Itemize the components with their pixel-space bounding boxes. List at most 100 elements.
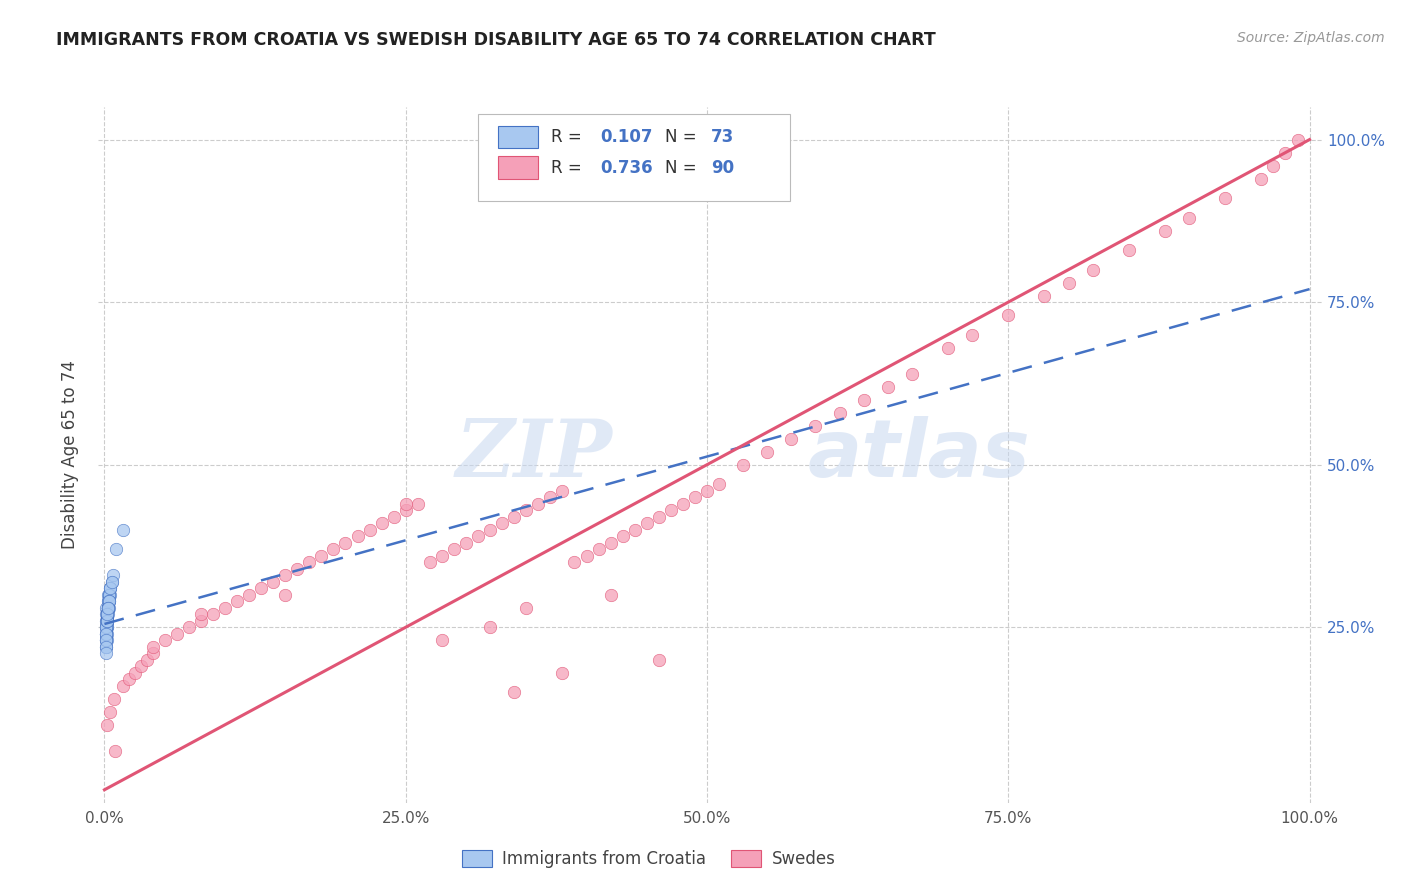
Point <box>94 620 117 634</box>
Point <box>454 535 477 549</box>
Point <box>876 379 898 393</box>
Point <box>804 418 827 433</box>
Point <box>94 626 117 640</box>
Point <box>97 600 120 615</box>
Point <box>135 653 157 667</box>
Point <box>177 620 200 634</box>
Point <box>551 665 574 680</box>
Point <box>129 659 152 673</box>
Point <box>96 614 118 628</box>
Point <box>97 600 120 615</box>
Point <box>98 588 121 602</box>
Point <box>274 568 297 582</box>
Point <box>780 432 803 446</box>
Point <box>94 640 117 654</box>
Point <box>96 626 118 640</box>
Legend: Immigrants from Croatia, Swedes: Immigrants from Croatia, Swedes <box>456 843 842 874</box>
Point <box>142 646 165 660</box>
FancyBboxPatch shape <box>478 114 790 201</box>
Point <box>1250 171 1272 186</box>
Point <box>479 620 502 634</box>
Point <box>214 600 236 615</box>
Point <box>430 549 453 563</box>
Point <box>103 691 125 706</box>
Point <box>599 588 621 602</box>
Point <box>733 458 755 472</box>
Point <box>96 607 118 622</box>
Point <box>672 497 695 511</box>
Point <box>1154 224 1177 238</box>
Point <box>96 607 118 622</box>
Point <box>96 620 118 634</box>
Point <box>94 626 117 640</box>
Point <box>94 640 117 654</box>
Point <box>707 477 730 491</box>
Point <box>648 653 671 667</box>
Point <box>201 607 224 622</box>
Point <box>94 620 117 634</box>
Point <box>1286 132 1309 146</box>
Point <box>101 568 124 582</box>
Point <box>97 600 120 615</box>
Point <box>96 614 118 628</box>
Point <box>94 633 117 648</box>
Point <box>100 574 122 589</box>
Point <box>98 588 121 602</box>
Text: 90: 90 <box>711 159 734 177</box>
Point <box>98 588 121 602</box>
Point <box>190 614 212 628</box>
Point <box>98 594 121 608</box>
Point <box>538 490 561 504</box>
Point <box>828 406 851 420</box>
Point <box>599 535 621 549</box>
Point <box>756 444 779 458</box>
Point <box>94 620 117 634</box>
Point <box>551 483 574 498</box>
Text: 73: 73 <box>711 128 734 146</box>
Point <box>588 542 610 557</box>
Point <box>100 581 122 595</box>
Point <box>94 626 117 640</box>
Point <box>696 483 718 498</box>
Point <box>94 620 117 634</box>
Point <box>94 633 117 648</box>
Point <box>382 509 405 524</box>
Point <box>936 341 959 355</box>
Point <box>96 607 118 622</box>
Point <box>515 600 537 615</box>
Point <box>262 574 284 589</box>
Point <box>503 509 526 524</box>
Point <box>503 685 526 699</box>
Point <box>1178 211 1201 225</box>
Point <box>97 600 120 615</box>
Point <box>96 614 118 628</box>
Point <box>97 594 120 608</box>
Point <box>1081 262 1104 277</box>
Point <box>97 607 120 622</box>
Point <box>117 672 139 686</box>
Point <box>96 607 118 622</box>
Point <box>124 665 146 680</box>
Point <box>298 555 321 569</box>
Point <box>406 497 429 511</box>
Text: R =: R = <box>551 159 588 177</box>
Text: atlas: atlas <box>808 416 1031 494</box>
Point <box>96 607 118 622</box>
Point <box>100 705 122 719</box>
Point <box>901 367 924 381</box>
FancyBboxPatch shape <box>498 126 537 148</box>
Point <box>97 600 120 615</box>
Point <box>659 503 682 517</box>
Point <box>96 633 118 648</box>
Point <box>515 503 537 517</box>
Point <box>100 581 122 595</box>
Point <box>250 581 273 595</box>
Point <box>370 516 392 531</box>
Point <box>96 614 118 628</box>
Point <box>648 509 671 524</box>
Point <box>564 555 586 569</box>
Point <box>100 588 122 602</box>
Point <box>97 594 120 608</box>
Point <box>852 392 875 407</box>
Point <box>395 503 418 517</box>
